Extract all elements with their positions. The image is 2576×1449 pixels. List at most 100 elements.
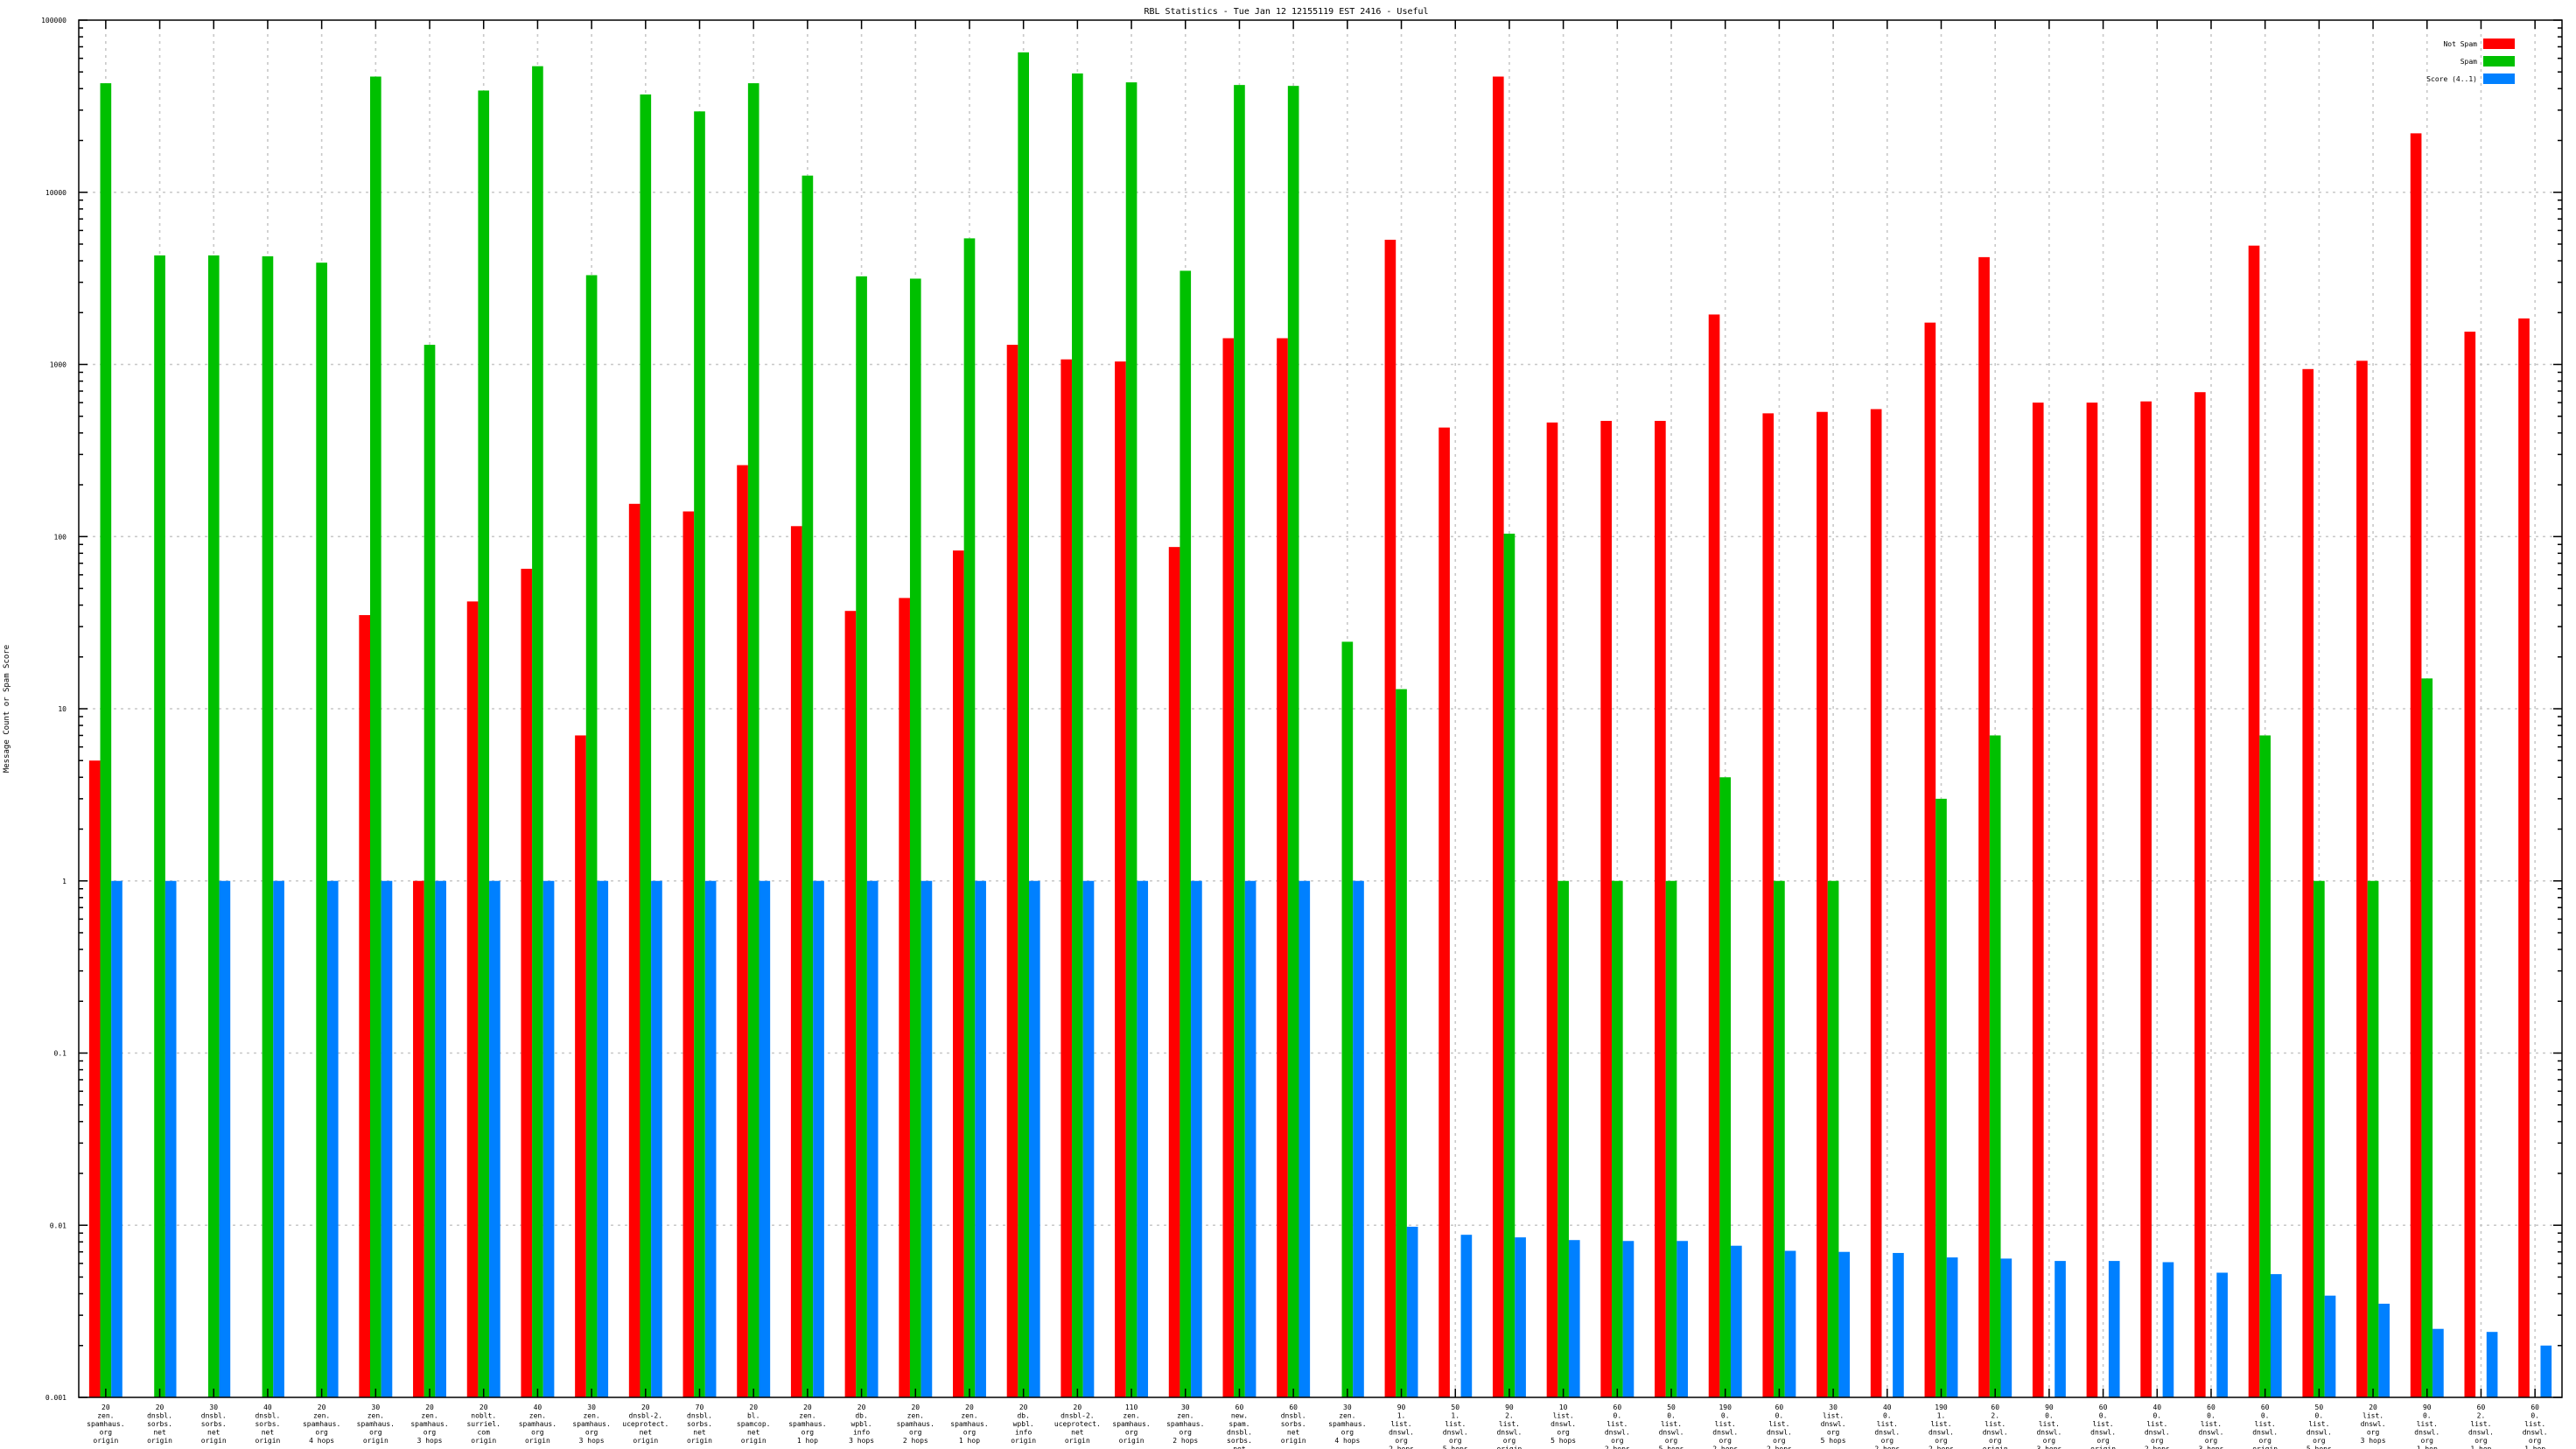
x-tick-label-line: dnswl. [1605, 1429, 1630, 1437]
x-tick-label-line: org [909, 1429, 922, 1437]
x-tick-label-line: 30 [1181, 1404, 1190, 1411]
x-tick-label: 20 list. dnswl. org 3 hops [2361, 1404, 2386, 1445]
x-tick-label-line: 110 [1125, 1404, 1138, 1411]
x-tick-label-line: net [1233, 1446, 1246, 1449]
x-tick-label-line: dnswl. [1712, 1429, 1738, 1437]
x-tick-label-line: list. [2255, 1420, 2276, 1428]
x-tick-label-line: 0. [1721, 1412, 1730, 1420]
x-tick-label-line: 0. [2152, 1412, 2161, 1420]
x-tick-label-line: dnswl. [1874, 1429, 1900, 1437]
bar-score [2000, 1258, 2012, 1397]
x-tick-label-line: 4 hops [309, 1437, 334, 1445]
x-tick-label-line: dnswl. [1496, 1429, 1522, 1437]
x-tick-label-line: uceprotect. [622, 1420, 668, 1428]
bar-not-spam [2140, 401, 2152, 1398]
x-tick-label-line: list. [2362, 1412, 2384, 1420]
bar-score [1191, 880, 1202, 1397]
bar-spam [1125, 82, 1138, 1398]
x-tick-label-line: org [2096, 1437, 2110, 1445]
x-tick-label: 50 0. list. dnswl. org 5 hops [1659, 1404, 1684, 1449]
x-tick-label-line: origin [201, 1437, 227, 1445]
x-tick-label: 90 2. list. dnswl. org origin [1496, 1404, 1522, 1449]
x-tick-label-line: spam. [1228, 1420, 1250, 1428]
bar-not-spam [790, 526, 802, 1397]
x-tick-label-line: 1. [1937, 1412, 1946, 1420]
bar-not-spam [899, 598, 910, 1397]
x-tick-label-line: spamhaus. [410, 1420, 448, 1428]
x-tick-label-line: org [1881, 1437, 1894, 1445]
x-tick-label-line: zen. [907, 1412, 924, 1420]
x-tick-label-line: spamhaus. [357, 1420, 395, 1428]
bar-not-spam [466, 601, 479, 1397]
x-tick-label-line: 30 [372, 1404, 381, 1411]
bar-score [2216, 1272, 2228, 1397]
x-tick-label-line: dnswl. [2199, 1429, 2224, 1437]
bar-spam [1503, 533, 1516, 1397]
legend: Not Spam Spam Score (4..1) [2426, 38, 2515, 84]
x-tick-label-line: zen. [1123, 1412, 1139, 1420]
x-tick-label: 110 zen. spamhaus. org origin [1112, 1404, 1150, 1445]
bar-spam [154, 255, 165, 1397]
x-tick-label-line: org [2529, 1437, 2542, 1445]
x-tick-label-line: net [207, 1429, 220, 1437]
x-tick-label-line: org [585, 1429, 598, 1437]
x-tick-label-line: origin [1065, 1437, 1090, 1445]
x-tick-label-line: 60 [1289, 1404, 1298, 1411]
x-tick-label-line: 0. [2045, 1412, 2054, 1420]
x-tick-label-line: noblt. [471, 1412, 496, 1420]
x-tick-label-line: origin [2252, 1446, 2278, 1449]
x-tick-label-line: list. [1499, 1420, 1520, 1428]
bar-spam [694, 111, 705, 1398]
x-tick-label-line: sorbs. [255, 1420, 280, 1428]
bar-score [381, 880, 393, 1397]
x-tick-label-line: 0. [1883, 1412, 1892, 1420]
x-tick-label-line: 90 [1505, 1404, 1514, 1411]
x-tick-label-line: org [1773, 1437, 1786, 1445]
bar-not-spam [2518, 318, 2530, 1397]
x-tick-label-line: 30 [587, 1404, 596, 1411]
chart-title: RBL Statistics - Tue Jan 12 12155119 EST… [1144, 7, 1428, 17]
bar-score [2432, 1328, 2444, 1397]
x-tick-label-line: origin [687, 1437, 712, 1445]
x-tick-label-line: org [963, 1429, 976, 1437]
x-tick-label-line: 190 [1935, 1404, 1948, 1411]
x-tick-label-line: dnswl. [1550, 1420, 1576, 1428]
x-tick-label-line: dnsbl-2. [629, 1412, 663, 1420]
x-tick-label: 20 zen. spamhaus. org 4 hops [303, 1404, 340, 1445]
x-tick-label-line: list. [1984, 1420, 2006, 1428]
x-tick-label-line: 20 [156, 1404, 164, 1411]
x-tick-label-line: 0. [1667, 1412, 1676, 1420]
x-tick-label: 90 0. list. dnswl. org 1 hop [2414, 1404, 2440, 1449]
bar-score [1515, 1237, 1526, 1397]
x-tick-label-line: 1 hop [2470, 1446, 2491, 1449]
x-tick-label-line: list. [1768, 1420, 1789, 1428]
x-tick-label-line: 20 [2369, 1404, 2377, 1411]
bar-not-spam [2410, 133, 2422, 1398]
x-tick-label-line: wpbl. [1013, 1420, 1034, 1428]
x-tick-label-line: 40 [1883, 1404, 1892, 1411]
x-tick-label-line: org [1935, 1437, 1948, 1445]
bar-not-spam [953, 550, 964, 1397]
x-tick-label-line: info [1015, 1429, 1032, 1437]
x-tick-label-line: spamcop. [737, 1420, 771, 1428]
x-tick-label-line: org [802, 1429, 815, 1437]
x-tick-label-line: list. [2093, 1420, 2114, 1428]
bar-score [1298, 880, 1311, 1397]
legend-label: Spam [2460, 58, 2477, 66]
bar-not-spam [628, 503, 640, 1397]
x-tick-label-line: 2 hops [1712, 1446, 1738, 1449]
x-tick-label-line: sorbs. [1227, 1437, 1252, 1445]
x-tick-label-line: net [693, 1429, 706, 1437]
x-tick-label-line: net [262, 1429, 275, 1437]
bar-score [435, 880, 446, 1397]
x-tick-label-line: 50 [1451, 1404, 1460, 1411]
bar-score [1082, 880, 1095, 1397]
bar-not-spam [844, 611, 857, 1397]
bar-score [1676, 1241, 1688, 1397]
x-tick-label-line: dnswl. [1821, 1420, 1846, 1428]
x-tick-label-line: 2 hops [1928, 1446, 1954, 1449]
x-tick-label: 50 0. list. dnswl. org 5 hops [2306, 1404, 2332, 1449]
x-tick-label-line: net [153, 1429, 166, 1437]
x-tick-label-line: 20 [858, 1404, 866, 1411]
bar-not-spam [1762, 413, 1774, 1397]
